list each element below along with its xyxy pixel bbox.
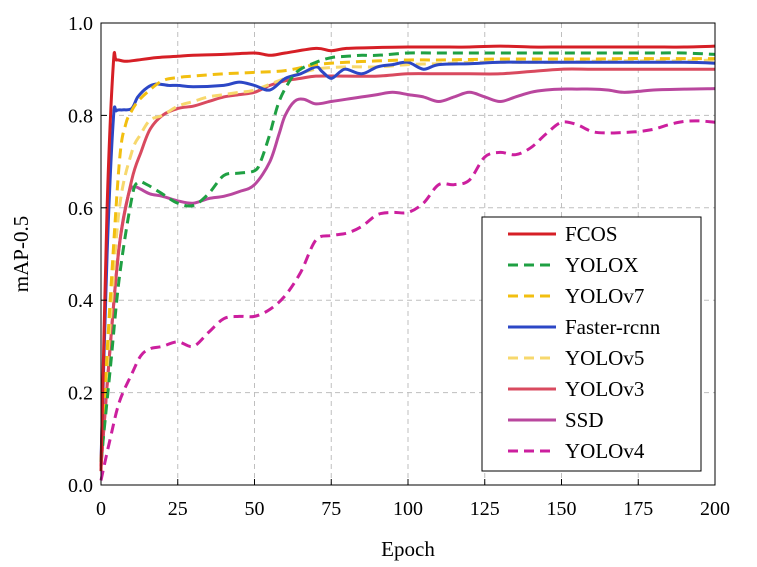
legend-label: SSD [565, 408, 604, 432]
legend-label: FCOS [565, 222, 618, 246]
y-axis-title: mAP-0.5 [9, 216, 33, 292]
legend-label: YOLOv5 [565, 346, 644, 370]
y-tick-label: 0.0 [68, 475, 93, 497]
series-line-yolox [99, 51, 716, 463]
x-tick-label: 75 [321, 498, 341, 520]
y-tick-label: 0.2 [68, 383, 93, 405]
series-layer [99, 44, 716, 481]
x-tick-label: 25 [168, 498, 188, 520]
y-ticks: 0.0 0.2 0.4 0.6 0.8 1.0 [68, 13, 107, 497]
legend-label: YOLOv4 [565, 439, 645, 463]
x-tick-label: 200 [700, 498, 730, 520]
x-tick-label: 50 [245, 498, 265, 520]
x-tick-label: 175 [623, 498, 653, 520]
y-tick-label: 0.4 [68, 290, 93, 312]
x-tick-label: 125 [470, 498, 500, 520]
x-tick-label: 100 [393, 498, 423, 520]
legend-label: Faster-rcnn [565, 315, 661, 339]
y-tick-label: 0.6 [68, 198, 93, 220]
x-axis-title: Epoch [381, 537, 435, 561]
x-ticks: 0 25 50 75 100 125 150 175 200 [96, 479, 730, 520]
y-tick-label: 0.8 [68, 105, 93, 127]
series-line-ssd [99, 87, 716, 467]
legend-label: YOLOv3 [565, 377, 644, 401]
series-line-yolov3 [99, 67, 715, 467]
y-tick-label: 1.0 [68, 13, 93, 35]
legend-box [481, 216, 702, 472]
x-tick-label: 0 [96, 498, 106, 520]
legend-label: YOLOv7 [565, 284, 644, 308]
series-line-fcos [99, 44, 716, 472]
legend: FCOS YOLOX YOLOv7 Faster-rcnn YOLOv5 YOLOv3 SS… [481, 216, 702, 472]
x-tick-label: 150 [547, 498, 577, 520]
legend-label: YOLOX [565, 253, 639, 277]
